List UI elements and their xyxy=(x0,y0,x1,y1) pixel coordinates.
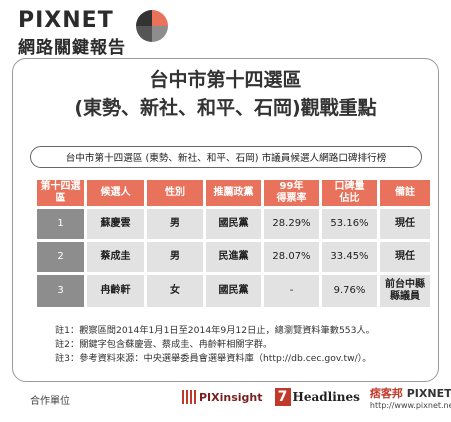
party-cell: 民進黨 xyxy=(206,242,261,272)
note-cell: 現任 xyxy=(380,209,430,239)
pixnet-url: http://www.pixnet.net/ xyxy=(369,400,451,410)
pixnet-logo: 痞客邦 PIXNET http://www.pixnet.net/ xyxy=(370,385,451,410)
vote-rate-cell: 28.07% xyxy=(264,242,319,272)
headlines-number: 7 xyxy=(274,388,291,406)
note-cell: 現任 xyxy=(380,242,430,272)
partner-logos: PIXinsight 7 Headlines 痞客邦 PIXNET http:/… xyxy=(182,384,451,410)
ranking-banner: 台中市第十四選區 (東勢、新社、和平、石岡) 市議員候選人網路口碑排行榜 xyxy=(30,146,422,168)
footnotes: 註1：觀察區間2014年1月1日至2014年9月12日止，總瀏覽資料筆數553人… xyxy=(55,324,375,366)
footnote-3: 註3：參考資料來源：中央選舉委員會選舉資料庫（http://db.cec.gov… xyxy=(55,353,372,364)
header-cell: 候選人 xyxy=(87,180,144,206)
rank-cell: 1 xyxy=(37,209,84,239)
bars-icon xyxy=(182,390,196,404)
pixinsight-logo: PIXinsight xyxy=(182,390,263,404)
page-title-line1: 台中市第十四選區 xyxy=(149,69,302,91)
pixnet-brand: 痞客邦 PIXNET xyxy=(370,385,451,401)
share-cell: 33.45% xyxy=(322,242,377,272)
rank-cell: 2 xyxy=(37,242,84,272)
share-cell: 9.76% xyxy=(322,275,377,307)
page-title-line2: (東勢、新社、和平、石岡)觀戰重點 xyxy=(74,97,377,119)
table-row: 1 蘇慶雲 男 國民黨 28.29% 53.16% 現任 xyxy=(37,209,430,239)
logo-subtitle: 網路關鍵報告 xyxy=(18,38,126,58)
rank-cell: 3 xyxy=(37,275,84,307)
pixinsight-text: PIXinsight xyxy=(199,390,263,404)
header-cell: 推薦政黨 xyxy=(206,180,261,206)
pixnet-brand-cn: 痞客邦 xyxy=(369,386,403,400)
vote-rate-cell: 28.29% xyxy=(264,209,319,239)
headlines-text: Headlines xyxy=(292,390,360,404)
table-header-row: 第十四選區 候選人 性別 推薦政黨 99年 得票率 口碑量 佔比 備註 xyxy=(37,180,430,206)
table-row: 3 冉齡軒 女 國民黨 - 9.76% 前台中縣 縣議員 xyxy=(37,275,430,307)
header-cell: 口碑量 佔比 xyxy=(322,180,377,206)
pixnet-report-logo: PIXNET 網路關鍵報告 xyxy=(18,8,168,58)
table-row: 2 蔡成圭 男 民進黨 28.07% 33.45% 現任 xyxy=(37,242,430,272)
header-cell: 性別 xyxy=(147,180,203,206)
header-cell: 備註 xyxy=(380,180,430,206)
partner-label: 合作單位 xyxy=(30,396,70,407)
candidate-cell: 蔡成圭 xyxy=(87,242,144,272)
footnote-1: 註1：觀察區間2014年1月1日至2014年9月12日止，總瀏覽資料筆數553人… xyxy=(55,325,375,336)
header-cell: 99年 得票率 xyxy=(264,180,319,206)
candidate-cell: 蘇慶雲 xyxy=(87,209,144,239)
share-cell: 53.16% xyxy=(322,209,377,239)
party-cell: 國民黨 xyxy=(206,275,261,307)
gender-cell: 女 xyxy=(147,275,203,307)
pixnet-brand-en: PIXNET xyxy=(406,386,451,400)
headlines-logo: 7 Headlines xyxy=(274,388,360,406)
header-cell: 第十四選區 xyxy=(37,180,84,206)
note-cell: 前台中縣 縣議員 xyxy=(380,275,430,307)
logo-brand: PIXNET xyxy=(18,8,114,33)
vote-rate-cell: - xyxy=(264,275,319,307)
footnote-2: 註2：關鍵字包含蘇慶雲、蔡成圭、冉齡軒相關字群。 xyxy=(55,339,273,350)
gender-cell: 男 xyxy=(147,242,203,272)
pie-chart-icon xyxy=(136,10,168,42)
gender-cell: 男 xyxy=(147,209,203,239)
party-cell: 國民黨 xyxy=(206,209,261,239)
candidate-cell: 冉齡軒 xyxy=(87,275,144,307)
